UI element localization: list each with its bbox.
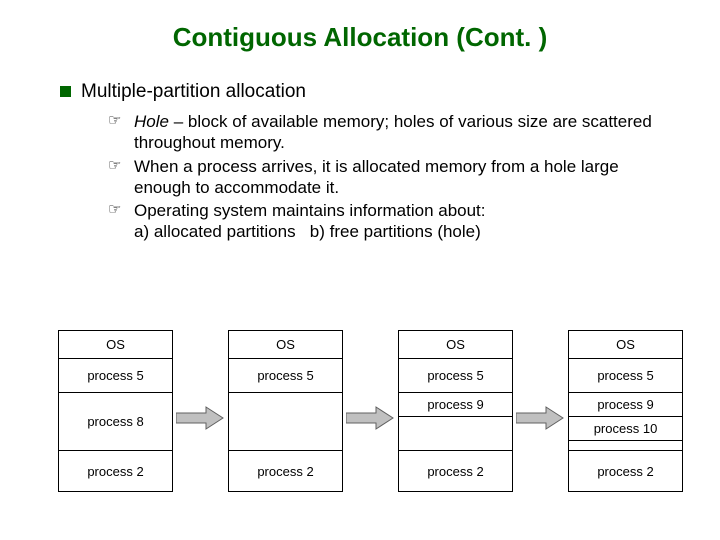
sub-text-3b: a) allocated partitions b) free partitio… xyxy=(134,222,481,241)
memory-column-1: OSprocess 5 process 2 xyxy=(228,330,343,492)
segment-process-8: process 8 xyxy=(59,393,172,451)
segment-process-2: process 2 xyxy=(229,451,342,491)
segment-OS: OS xyxy=(399,331,512,359)
sub-text-1b: – block of available memory; holes of va… xyxy=(134,112,652,152)
pointer-icon: ☞ xyxy=(108,200,124,220)
segment-process-5: process 5 xyxy=(59,359,172,393)
arrow-icon xyxy=(346,405,394,431)
memory-column-3: OSprocess 5process 9process 10 process 2 xyxy=(568,330,683,492)
segment-hole xyxy=(229,393,342,451)
segment-process-5: process 5 xyxy=(569,359,682,393)
segment-process-10: process 10 xyxy=(569,417,682,441)
sublist: ☞ Hole – block of available memory; hole… xyxy=(60,109,660,243)
segment-hole xyxy=(399,417,512,451)
sub-text-3: Operating system maintains information a… xyxy=(134,200,486,243)
segment-hole xyxy=(569,441,682,451)
sub-bullet-3: ☞ Operating system maintains information… xyxy=(108,200,660,243)
memory-column-2: OSprocess 5process 9 process 2 xyxy=(398,330,513,492)
segment-process-2: process 2 xyxy=(399,451,512,491)
memory-column-0: OSprocess 5process 8process 2 xyxy=(58,330,173,492)
segment-OS: OS xyxy=(229,331,342,359)
slide-title: Contiguous Allocation (Cont. ) xyxy=(0,0,720,53)
segment-OS: OS xyxy=(59,331,172,359)
segment-process-2: process 2 xyxy=(59,451,172,491)
bullet-lvl1: Multiple-partition allocation xyxy=(60,81,660,103)
segment-process-9: process 9 xyxy=(399,393,512,417)
sub-bullet-2: ☞ When a process arrives, it is allocate… xyxy=(108,156,660,199)
content-block: Multiple-partition allocation ☞ Hole – b… xyxy=(0,53,720,243)
hole-word: Hole xyxy=(134,112,169,131)
square-bullet-icon xyxy=(60,86,71,97)
bullet-lvl1-text: Multiple-partition allocation xyxy=(81,81,306,103)
sub-text-1: Hole – block of available memory; holes … xyxy=(134,111,660,154)
segment-process-2: process 2 xyxy=(569,451,682,491)
sub-bullet-1: ☞ Hole – block of available memory; hole… xyxy=(108,111,660,154)
pointer-icon: ☞ xyxy=(108,111,124,131)
segment-process-5: process 5 xyxy=(399,359,512,393)
segment-process-5: process 5 xyxy=(229,359,342,393)
pointer-icon: ☞ xyxy=(108,156,124,176)
arrow-icon xyxy=(516,405,564,431)
arrow-icon xyxy=(176,405,224,431)
sub-text-2: When a process arrives, it is allocated … xyxy=(134,156,660,199)
memory-diagram: OSprocess 5process 8process 2OSprocess 5… xyxy=(0,330,720,530)
segment-OS: OS xyxy=(569,331,682,359)
sub-text-3a: Operating system maintains information a… xyxy=(134,201,486,220)
segment-process-9: process 9 xyxy=(569,393,682,417)
